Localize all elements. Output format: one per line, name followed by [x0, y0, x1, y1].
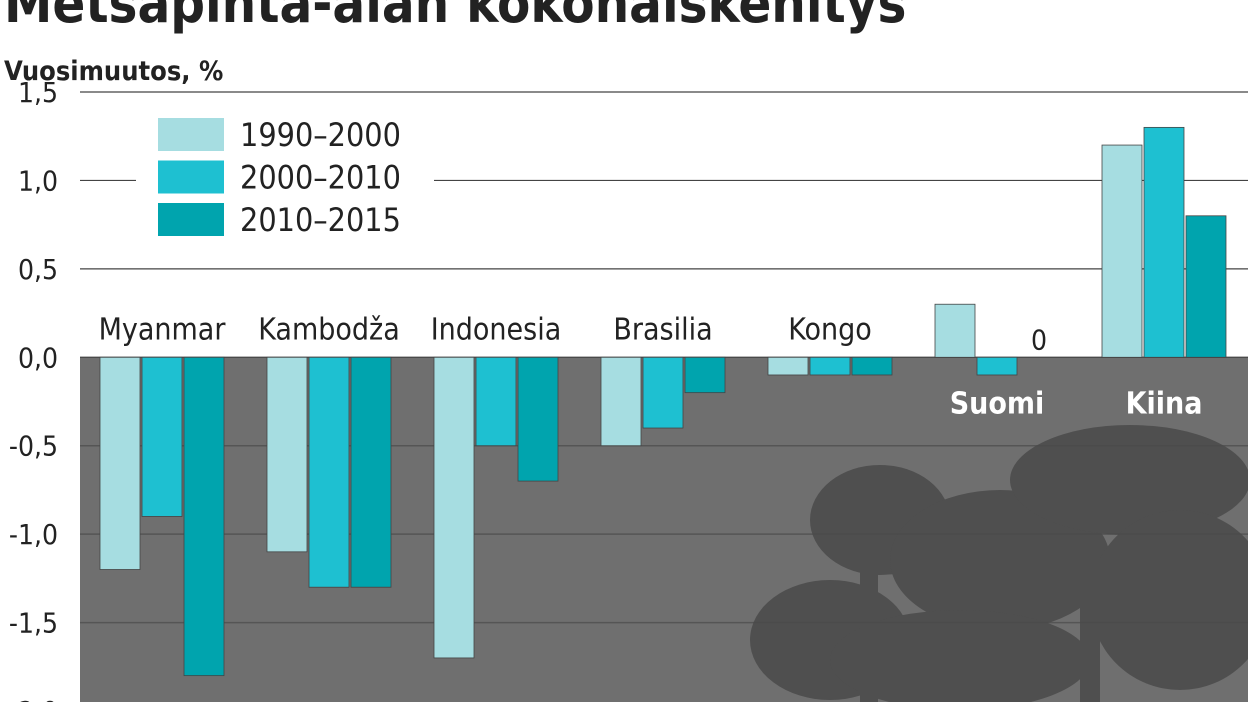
legend-swatch — [158, 203, 224, 236]
legend-label: 2010–2015 — [240, 201, 401, 239]
legend-swatch — [158, 118, 224, 151]
chart-subtitle: Vuosimuutos, % — [4, 56, 223, 87]
bar — [266, 356, 308, 553]
bar — [433, 356, 475, 659]
bar — [809, 356, 851, 376]
category-label: Myanmar — [99, 312, 227, 347]
bar — [183, 356, 225, 677]
chart-title: Metsäpinta-alan kokonaiskehitys — [4, 0, 906, 35]
y-tick-label: -2,0 — [9, 695, 58, 702]
bars — [99, 126, 1227, 677]
y-tick-label: -1,0 — [9, 518, 58, 551]
category-label: Suomi — [950, 386, 1045, 421]
bar — [851, 356, 893, 376]
labels: 1990–2000 2000–2010 2010–2015 Myanmar Kambod… — [99, 104, 1203, 421]
category-label: Kiina — [1126, 386, 1203, 421]
bar — [1185, 215, 1227, 358]
bar — [141, 356, 183, 517]
grid: 1,5 1,0 0,5 0,0 -0,5 -1,0 -1,5 -2,0 — [9, 76, 1248, 702]
bar — [934, 303, 976, 358]
bar — [600, 356, 642, 447]
legend-label: 1990–2000 — [240, 116, 401, 154]
legend-swatch — [158, 160, 224, 194]
category-label: Brasilia — [613, 312, 712, 347]
y-tick-label: 1,5 — [18, 76, 58, 109]
bar — [1143, 126, 1185, 358]
y-tick-label: -1,5 — [9, 607, 58, 640]
category-label: Indonesia — [431, 312, 562, 347]
category-label: Kambodža — [258, 312, 400, 347]
bar — [1101, 144, 1143, 358]
bar — [350, 356, 392, 588]
y-tick-label: -0,5 — [9, 430, 58, 463]
bar — [684, 356, 726, 394]
legend-label: 2000–2010 — [240, 159, 401, 197]
bar — [308, 356, 350, 588]
bar — [99, 356, 141, 570]
bar — [642, 356, 684, 429]
category-label: Kongo — [788, 312, 871, 347]
y-tick-label: 1,0 — [18, 164, 58, 197]
bar — [475, 356, 517, 447]
bar — [767, 356, 809, 376]
y-tick-label: 0,5 — [18, 253, 58, 286]
y-tick-label: 0,0 — [18, 341, 58, 374]
data-label: 0 — [1031, 323, 1047, 356]
tree-silhouette — [750, 425, 1248, 702]
bar — [976, 356, 1018, 376]
bar — [517, 356, 559, 482]
